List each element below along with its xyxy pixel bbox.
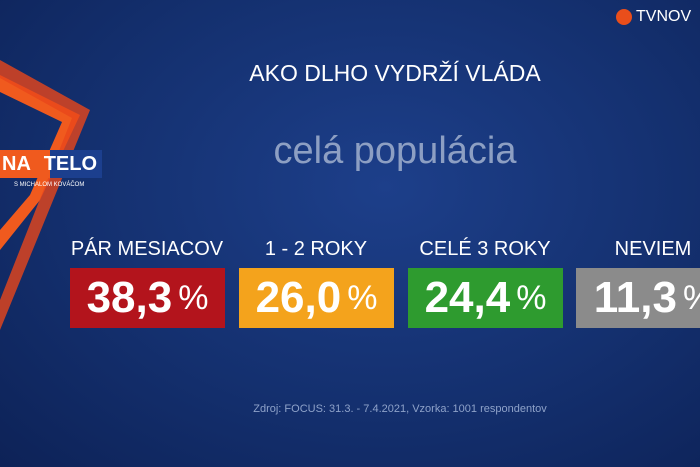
item-unit: % <box>516 278 547 317</box>
item-value: 38,3 <box>86 273 173 322</box>
show-logo-a: NA <box>2 153 31 175</box>
channel-logo: TVNOV <box>636 8 692 25</box>
item-value: 24,4 <box>424 273 511 322</box>
item-label: PÁR MESIACOV <box>70 238 224 260</box>
item-unit: % <box>683 279 700 318</box>
item-value: 26,0 <box>255 273 342 322</box>
item-label: NEVIEM <box>614 238 692 260</box>
channel-icon <box>616 9 632 25</box>
item-box: 24,4% <box>408 268 563 328</box>
title: AKO DLHO VYDRŽÍ VLÁDA <box>249 60 541 86</box>
item-box: 11,3% <box>576 268 700 328</box>
item-label: 1 - 2 ROKY <box>264 238 368 260</box>
item-unit: % <box>347 278 378 317</box>
item-value: 11,3 <box>593 273 677 322</box>
show-logo-b: TELO <box>43 153 98 175</box>
host: S MICHALOM KOVÁČOM <box>14 182 85 188</box>
item-label: CELÉ 3 ROKY <box>419 238 551 260</box>
item-unit: % <box>178 278 209 317</box>
decor <box>0 60 102 330</box>
source: Zdroj: FOCUS: 31.3. - 7.4.2021, Vzorka: … <box>253 403 547 415</box>
item-box: 38,3% <box>70 268 225 328</box>
show-logo: NA TELO <box>2 153 97 176</box>
subtitle: celá populácia <box>273 130 517 172</box>
item-box: 26,0% <box>239 268 394 328</box>
